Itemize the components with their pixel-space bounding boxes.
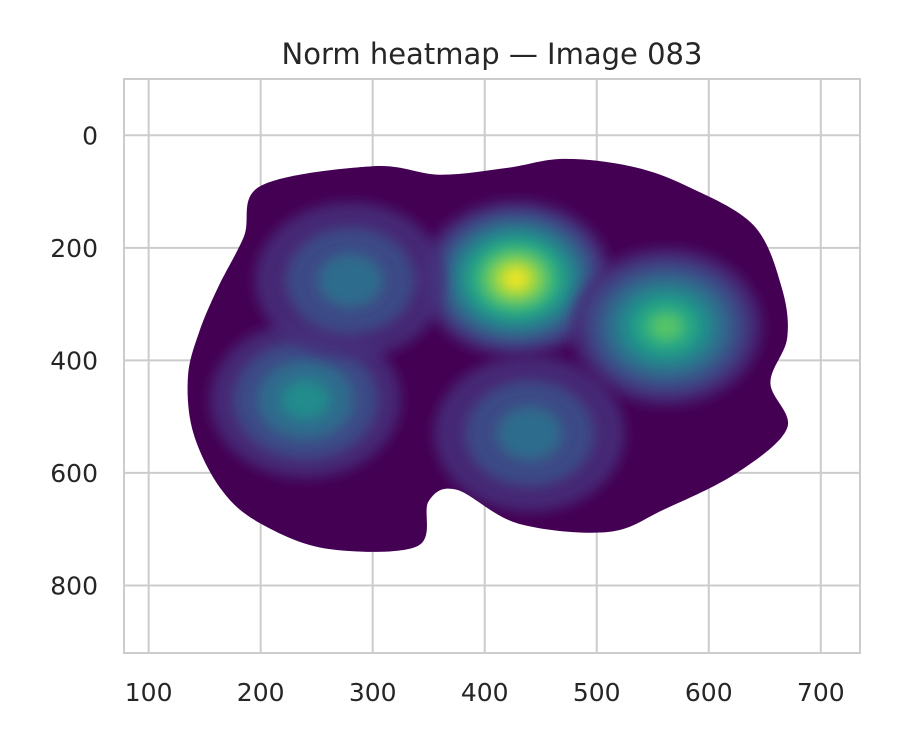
heatmap-hotspots [210, 200, 762, 512]
hotspot-5 [434, 355, 625, 512]
hotspot-3-level-4 [281, 380, 330, 420]
hotspot-1 [420, 200, 612, 357]
x-tick-label-600: 600 [685, 678, 733, 707]
x-tick-label-500: 500 [573, 678, 621, 707]
x-tick-label-200: 200 [237, 678, 285, 707]
hotspot-3 [210, 321, 401, 478]
chart-title: Norm heatmap — Image 083 [282, 37, 703, 71]
x-tick-label-300: 300 [349, 678, 397, 707]
y-tick-label-600: 600 [50, 459, 98, 488]
y-tick-label-200: 200 [50, 234, 98, 263]
hotspot-2 [570, 248, 762, 405]
x-tick-label-400: 400 [461, 678, 509, 707]
x-tick-label-700: 700 [797, 678, 845, 707]
axis-ticks: 100 200 300 400 500 600 700 0 200 400 600 800 [50, 121, 844, 707]
hotspot-2-level-6 [650, 313, 683, 340]
hotspot-5-level-3 [497, 407, 562, 460]
hotspot-4-level-3 [318, 254, 382, 307]
heatmap-region [187, 158, 789, 552]
x-tick-label-100: 100 [125, 678, 173, 707]
y-tick-label-800: 800 [50, 571, 98, 600]
hotspot-1-level-8 [504, 268, 528, 289]
hotspot-4 [255, 202, 446, 359]
y-tick-label-0: 0 [82, 121, 98, 150]
y-tick-label-400: 400 [50, 346, 98, 375]
plot-frame [123, 78, 861, 654]
